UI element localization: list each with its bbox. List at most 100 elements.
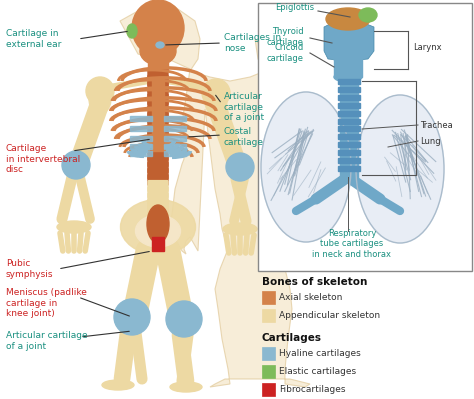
FancyBboxPatch shape (148, 199, 168, 210)
Text: Hyaline cartilages: Hyaline cartilages (279, 350, 361, 358)
Ellipse shape (170, 382, 202, 392)
Text: Costal
cartilage: Costal cartilage (224, 127, 264, 147)
FancyBboxPatch shape (148, 193, 168, 204)
Ellipse shape (140, 37, 176, 65)
Bar (340, 77, 358, 179)
FancyBboxPatch shape (148, 125, 168, 136)
Bar (338, 103, 360, 108)
Ellipse shape (261, 92, 351, 242)
Text: Articular cartilage
of a joint: Articular cartilage of a joint (6, 331, 88, 351)
Bar (130, 151, 152, 156)
Ellipse shape (223, 223, 257, 235)
Bar (262, 383, 275, 396)
FancyBboxPatch shape (148, 156, 168, 167)
Text: Respiratory
tube cartilages
in neck and thorax: Respiratory tube cartilages in neck and … (312, 229, 392, 259)
Text: Fibrocartilages: Fibrocartilages (279, 385, 346, 395)
Text: Trachea: Trachea (420, 120, 453, 130)
Text: Appendicular skeleton: Appendicular skeleton (279, 312, 380, 320)
FancyBboxPatch shape (148, 81, 168, 93)
Ellipse shape (120, 200, 195, 255)
Text: Bones of skeleton: Bones of skeleton (262, 277, 367, 287)
Ellipse shape (326, 8, 370, 30)
Bar (338, 142, 360, 147)
Bar (164, 151, 186, 156)
Text: Axial skeleton: Axial skeleton (279, 294, 342, 302)
FancyBboxPatch shape (148, 187, 168, 198)
Bar (338, 111, 360, 116)
FancyBboxPatch shape (148, 168, 168, 179)
FancyBboxPatch shape (148, 211, 168, 223)
Text: Cartilages: Cartilages (262, 333, 322, 343)
Ellipse shape (205, 86, 227, 116)
FancyBboxPatch shape (148, 100, 168, 111)
Ellipse shape (356, 95, 444, 243)
Bar (130, 136, 152, 141)
FancyBboxPatch shape (148, 69, 168, 80)
FancyBboxPatch shape (148, 150, 168, 161)
Bar (130, 126, 152, 131)
Bar (338, 119, 360, 124)
Bar (152, 79, 164, 151)
FancyBboxPatch shape (148, 119, 168, 130)
Bar (164, 144, 186, 149)
Bar (130, 116, 152, 121)
Ellipse shape (334, 54, 362, 64)
Text: Articular
cartilage
of a joint: Articular cartilage of a joint (224, 92, 264, 122)
Polygon shape (120, 4, 338, 387)
Circle shape (86, 77, 114, 105)
Bar (338, 79, 360, 84)
Text: Meniscus (padlike
cartilage in
knee joint): Meniscus (padlike cartilage in knee join… (6, 288, 87, 318)
FancyBboxPatch shape (148, 224, 168, 235)
Bar (148, 51, 168, 71)
Bar (338, 150, 360, 155)
FancyBboxPatch shape (148, 106, 168, 117)
Circle shape (114, 299, 150, 335)
FancyBboxPatch shape (148, 88, 168, 99)
Text: Cartilages in
nose: Cartilages in nose (224, 33, 281, 53)
FancyBboxPatch shape (148, 174, 168, 186)
FancyBboxPatch shape (148, 113, 168, 123)
FancyBboxPatch shape (148, 218, 168, 229)
Circle shape (226, 153, 254, 181)
Bar (338, 158, 360, 163)
Circle shape (202, 79, 230, 107)
Bar (338, 134, 360, 139)
Bar (338, 166, 360, 171)
FancyBboxPatch shape (148, 75, 168, 86)
FancyBboxPatch shape (148, 205, 168, 216)
Ellipse shape (136, 215, 181, 247)
Bar (338, 126, 360, 131)
Ellipse shape (102, 380, 134, 390)
Ellipse shape (147, 205, 169, 243)
Polygon shape (324, 21, 374, 61)
Ellipse shape (89, 84, 111, 114)
Text: Epiglottis: Epiglottis (275, 4, 314, 12)
Text: Cartilage in
external ear: Cartilage in external ear (6, 29, 61, 49)
Bar (164, 126, 186, 131)
Text: Thyroid
cartilage: Thyroid cartilage (267, 27, 304, 47)
Bar (262, 347, 275, 360)
Ellipse shape (359, 8, 377, 22)
Text: Lung: Lung (420, 136, 441, 146)
Circle shape (62, 151, 90, 179)
Bar (130, 144, 152, 149)
Text: Pubic
symphysis: Pubic symphysis (6, 259, 54, 279)
Bar (338, 87, 360, 92)
Bar (338, 95, 360, 100)
FancyBboxPatch shape (148, 162, 168, 173)
Bar (164, 116, 186, 121)
Text: Larynx: Larynx (413, 43, 442, 51)
Circle shape (166, 301, 202, 337)
Bar (262, 309, 275, 322)
Bar (334, 59, 362, 77)
Bar (258, 3, 472, 271)
Bar (164, 136, 186, 141)
Bar (262, 291, 275, 304)
Text: Elastic cartilages: Elastic cartilages (279, 367, 356, 377)
Ellipse shape (156, 42, 164, 48)
Ellipse shape (127, 24, 137, 38)
FancyBboxPatch shape (148, 131, 168, 142)
Ellipse shape (334, 72, 362, 82)
FancyBboxPatch shape (148, 181, 168, 192)
Text: Cartilage
in intervertebral
disc: Cartilage in intervertebral disc (6, 144, 80, 174)
